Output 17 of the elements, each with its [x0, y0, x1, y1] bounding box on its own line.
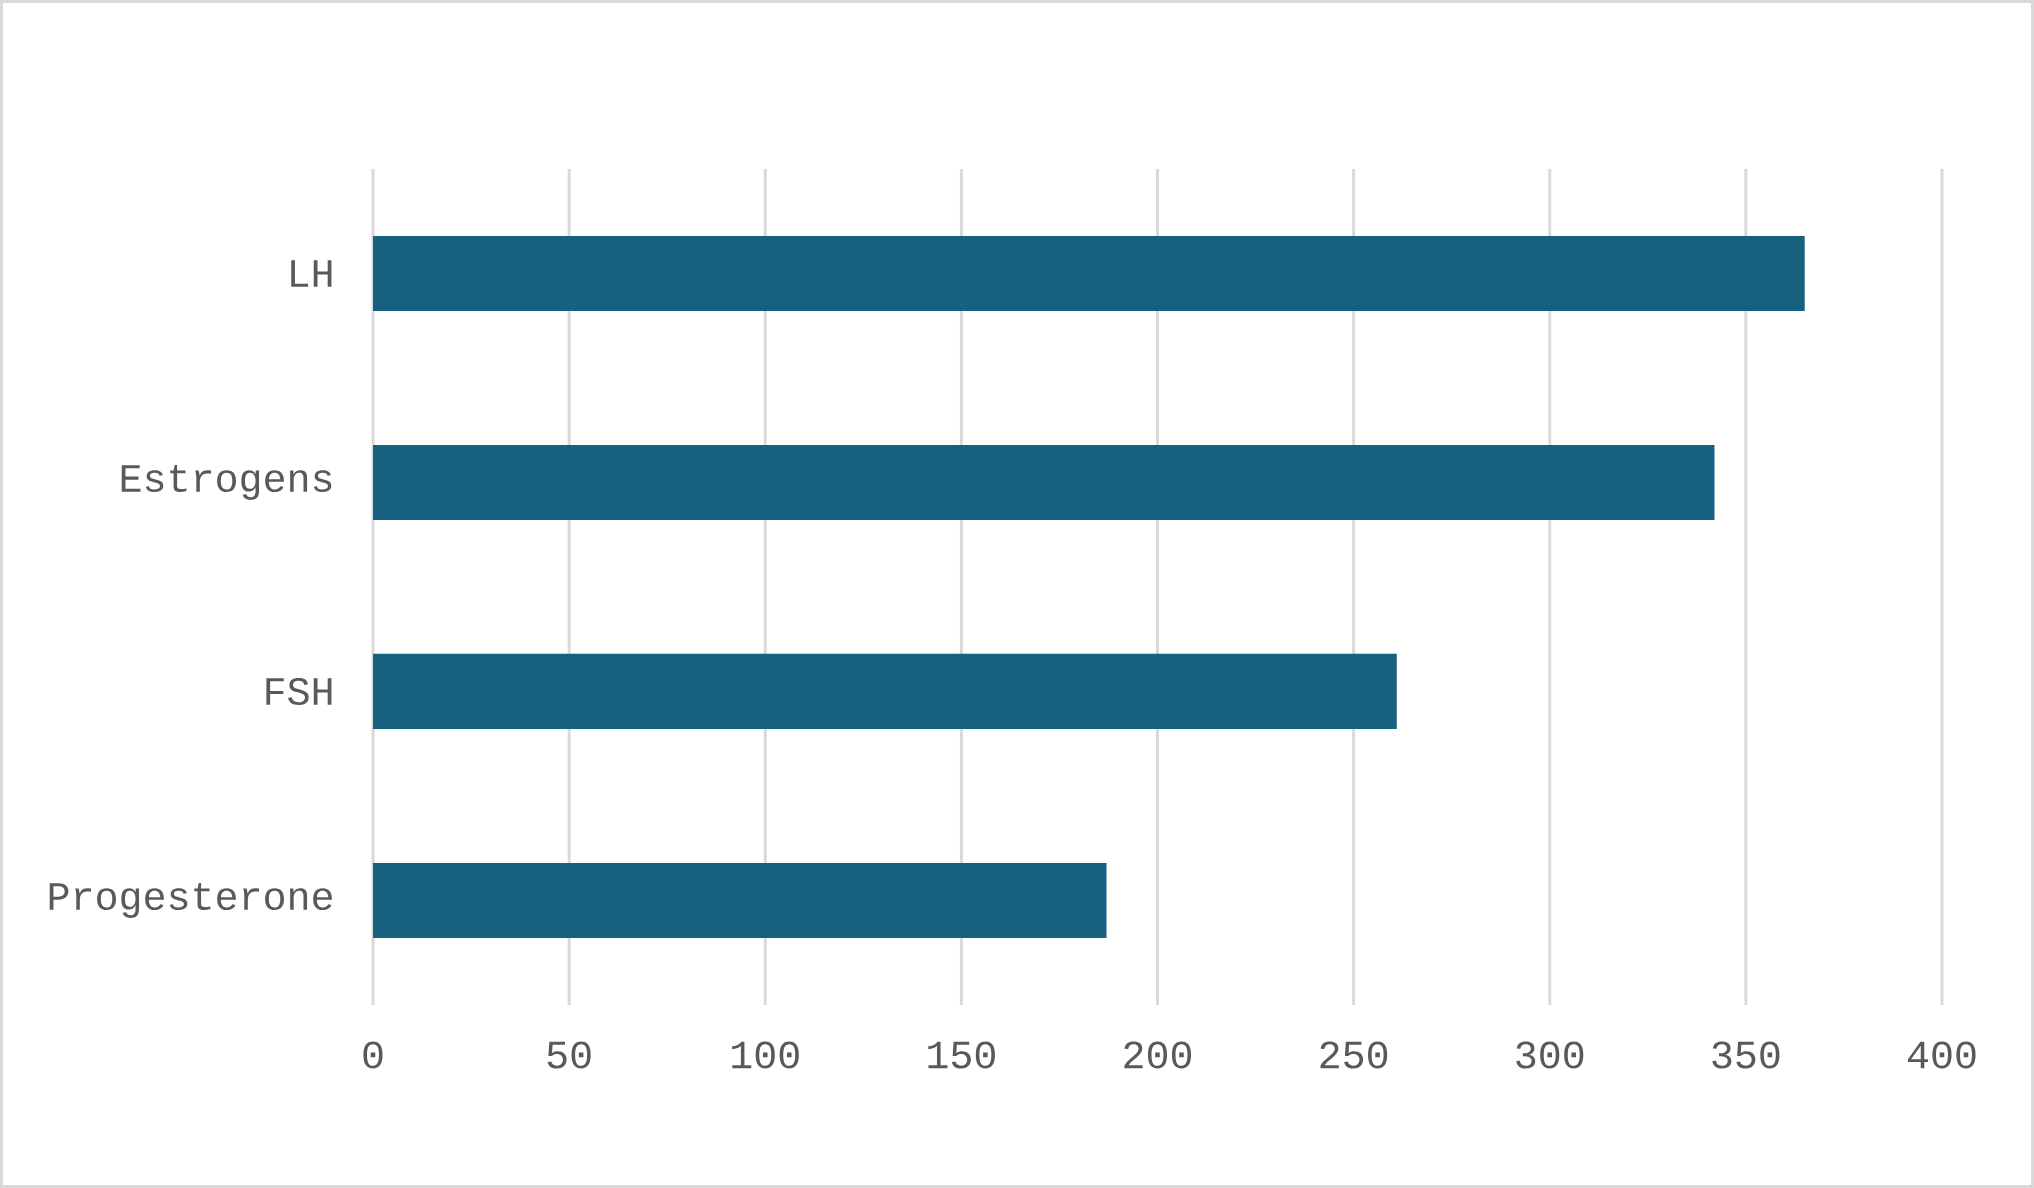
x-tick-label: 300 — [1516, 1041, 1584, 1069]
y-tick-label: FSH — [266, 677, 332, 706]
x-tick-label: 200 — [1124, 1041, 1192, 1069]
bar — [373, 235, 1805, 312]
x-tick-label: 150 — [928, 1041, 995, 1069]
x-tick-label: 0 — [363, 1041, 383, 1069]
x-tick-label: 50 — [547, 1041, 591, 1069]
x-tick-label: 400 — [1908, 1041, 1976, 1069]
bar — [373, 653, 1397, 730]
y-tick-label: Estrogens — [121, 465, 332, 500]
y-tick-label: LH — [291, 260, 332, 287]
bar — [373, 862, 1107, 939]
bar — [373, 444, 1715, 521]
y-tick-label: Progesterone — [49, 883, 332, 918]
x-tick-label: 100 — [732, 1041, 799, 1069]
x-tick-label: 250 — [1320, 1041, 1388, 1069]
x-tick-label: 350 — [1712, 1041, 1780, 1069]
